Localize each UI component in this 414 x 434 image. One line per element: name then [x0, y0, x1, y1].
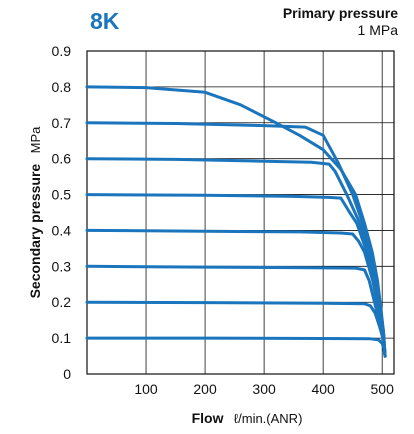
tick-labels: 100 200 300 400 500 0 0.1 0.2 0.3 0.4 0.5 0.6 0.7 0.8…: [52, 43, 395, 397]
y-tick-label: 0: [63, 366, 71, 382]
x-tick-label: 300: [252, 381, 276, 397]
y-axis-label-unit: MPa: [28, 126, 43, 154]
x-axis-label-main: Flow: [192, 410, 224, 426]
y-tick-label: 0.3: [52, 258, 72, 274]
series-line: [85, 157, 387, 358]
x-axis-label-unit: ℓ/min.(ANR): [234, 411, 302, 426]
series-line: [85, 300, 387, 358]
model-tag: 8K: [90, 8, 120, 34]
x-tick-label: 200: [193, 381, 217, 397]
x-tick-label: 500: [371, 381, 395, 397]
series-line: [85, 336, 387, 358]
x-axis-label: Flow ℓ/min.(ANR): [192, 410, 303, 427]
y-tick-label: 0.8: [52, 79, 72, 95]
y-tick-label: 0.7: [52, 115, 72, 131]
y-tick-label: 0.9: [52, 43, 72, 59]
series-lines: [85, 85, 387, 358]
series-line: [85, 264, 387, 358]
primary-pressure-value: 1 MPa: [357, 22, 398, 38]
series-line: [85, 85, 387, 358]
y-tick-label: 0.1: [52, 330, 72, 346]
y-tick-label: 0.6: [52, 151, 72, 167]
primary-pressure-label: Primary pressure: [282, 5, 398, 21]
series-line: [85, 228, 387, 358]
y-tick-label: 0.4: [52, 222, 72, 238]
y-tick-label: 0.2: [52, 294, 72, 310]
plot-frame: [86, 50, 395, 375]
y-tick-label: 0.5: [52, 187, 72, 203]
x-tick-label: 400: [311, 381, 335, 397]
series-line: [85, 193, 387, 358]
x-tick-label: 100: [134, 381, 158, 397]
y-axis-label: Secondary pressure MPa: [27, 126, 44, 299]
y-axis-label-main: Secondary pressure: [27, 164, 43, 299]
